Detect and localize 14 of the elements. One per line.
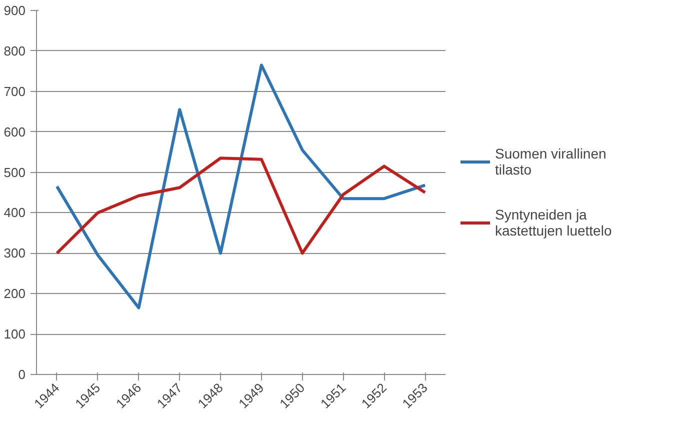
y-tick-label: 600	[4, 124, 26, 140]
y-tick-label: 700	[4, 84, 26, 99]
y-tick-label: 500	[4, 164, 26, 180]
legend-label: Syntyneiden ja kastettujen luettelo	[495, 206, 612, 240]
line-series	[55, 156, 427, 255]
y-tick-label: 0	[18, 367, 26, 382]
legend-label: Suomen virallinen tilasto	[495, 144, 606, 180]
y-tick-label: 400	[4, 205, 26, 220]
y-tick-label: 200	[4, 286, 26, 302]
line-series	[55, 64, 427, 310]
y-tick-label: 800	[4, 43, 26, 58]
y-tick-label: 900	[4, 3, 26, 18]
y-tick-label: 300	[4, 246, 26, 261]
y-tick-label: 100	[4, 326, 26, 342]
